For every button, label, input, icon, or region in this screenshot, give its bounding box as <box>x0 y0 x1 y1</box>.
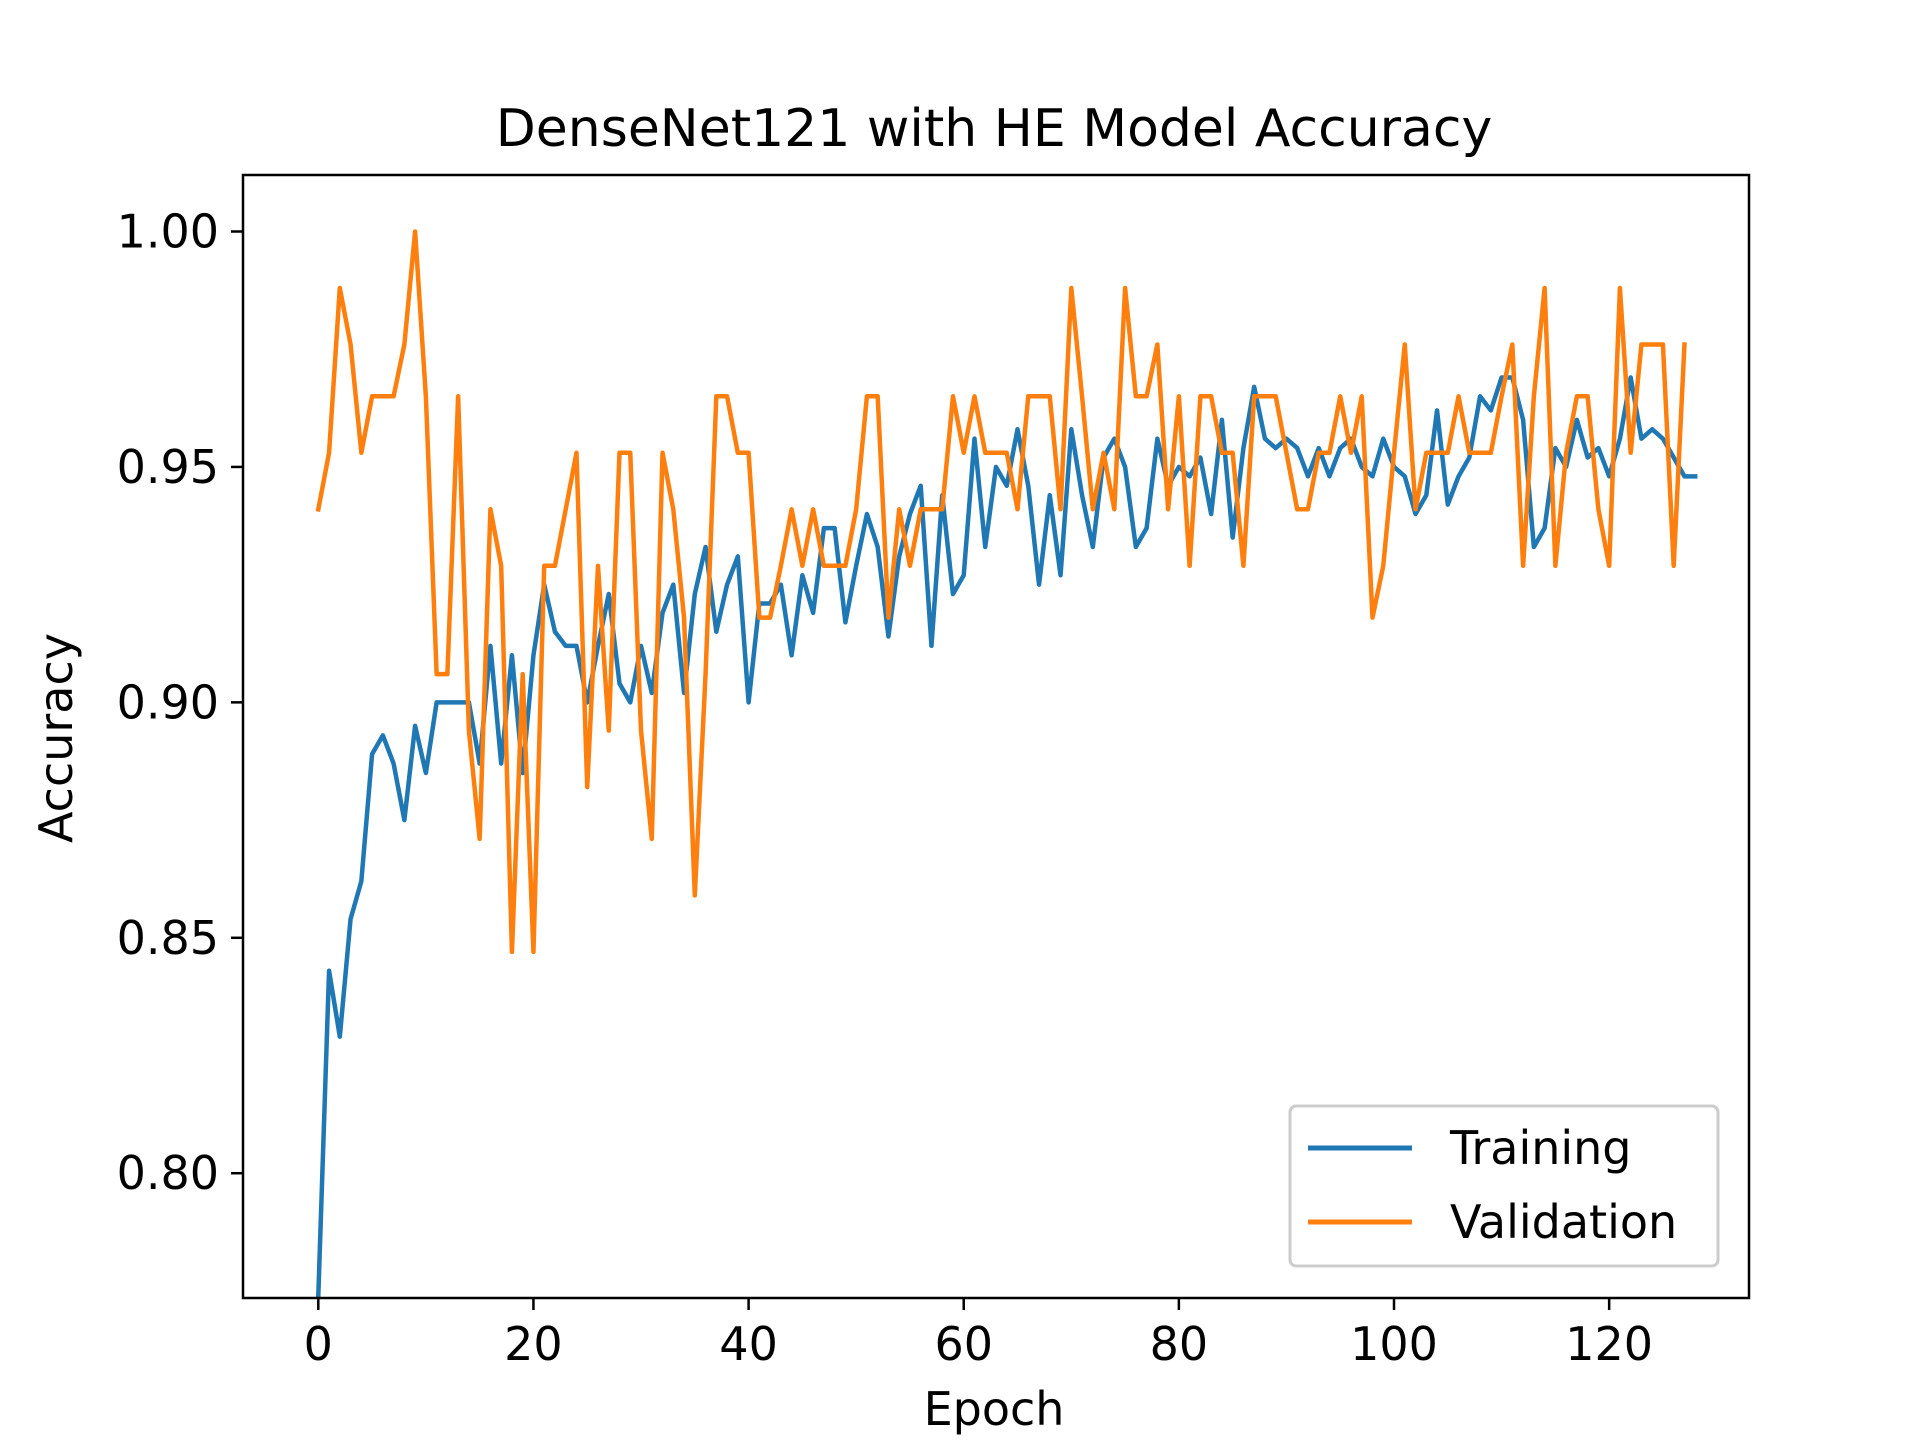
y-tick-label: 0.80 <box>117 1146 219 1200</box>
series-line-validation <box>315 229 1687 955</box>
plot-area <box>315 229 1698 1298</box>
x-tick-label: 40 <box>719 1317 778 1371</box>
x-axis-label: Epoch <box>924 1382 1065 1436</box>
x-tick-label: 80 <box>1150 1317 1209 1371</box>
legend-label-validation: Validation <box>1450 1195 1677 1249</box>
x-tick-label: 0 <box>304 1317 333 1371</box>
series-line-training <box>315 375 1698 1298</box>
y-tick-label: 1.00 <box>117 205 219 259</box>
chart-title: DenseNet121 with HE Model Accuracy <box>496 99 1493 159</box>
x-tick-label: 60 <box>934 1317 993 1371</box>
y-tick-label: 0.90 <box>117 675 219 729</box>
y-axis-label: Accuracy <box>29 633 83 843</box>
legend-label-training: Training <box>1449 1121 1632 1175</box>
legend: Training Validation <box>1288 1104 1720 1268</box>
axes: 0 20 40 60 80 100 120 0.80 0.85 0.90 0.95 1.00 <box>117 173 1751 1371</box>
x-tick-label: 20 <box>504 1317 563 1371</box>
y-tick-label: 0.85 <box>117 911 219 965</box>
x-tick-label: 120 <box>1565 1317 1653 1371</box>
x-tick-label: 100 <box>1350 1317 1438 1371</box>
plot-frame <box>241 173 1751 1300</box>
y-tick-label: 0.95 <box>117 440 219 494</box>
